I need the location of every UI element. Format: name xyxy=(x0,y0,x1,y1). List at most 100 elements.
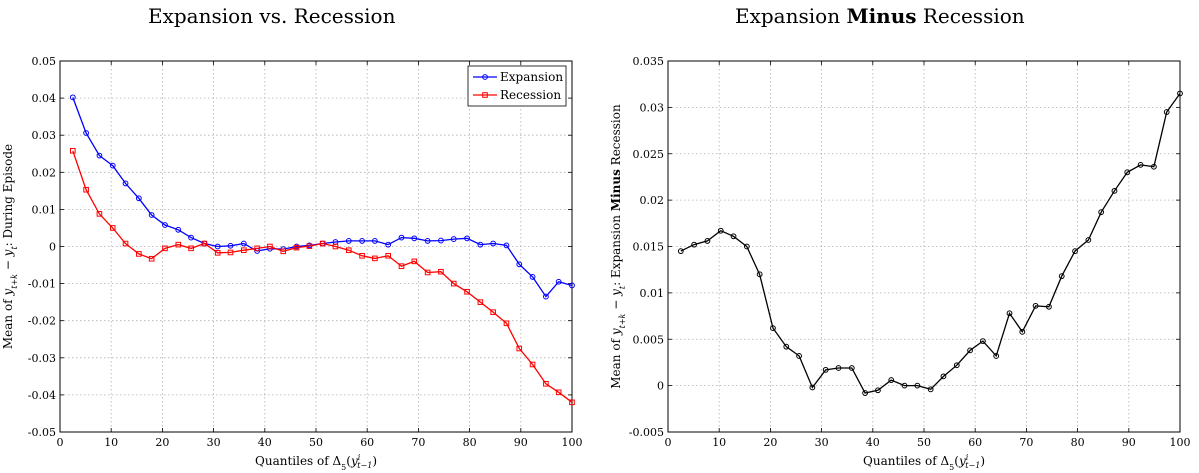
data-point xyxy=(1006,310,1013,317)
data-point xyxy=(385,252,391,259)
data-point xyxy=(1137,161,1144,168)
legend-label-expansion: Expansion xyxy=(500,70,563,84)
data-point xyxy=(542,293,549,300)
data-point xyxy=(214,250,221,256)
data-point xyxy=(411,258,418,265)
data-point xyxy=(345,247,352,254)
y-tick-label: 0 xyxy=(657,380,664,393)
data-point xyxy=(1098,209,1105,216)
x-tick-label: 50 xyxy=(309,436,323,449)
data-point xyxy=(450,236,457,242)
data-point xyxy=(477,241,484,248)
right-chart-title: Expansion Minus Recession xyxy=(735,4,1025,28)
data-point xyxy=(135,195,142,202)
data-point xyxy=(691,241,698,248)
data-point xyxy=(201,240,208,247)
right-title-prefix: Expansion xyxy=(735,4,841,28)
data-point xyxy=(516,345,523,352)
data-point xyxy=(411,235,418,242)
legend-marker xyxy=(482,74,488,80)
y-tick-label: 0.04 xyxy=(32,92,57,105)
y-tick-label: 0.01 xyxy=(640,287,665,300)
data-point xyxy=(543,380,549,387)
data-point xyxy=(69,94,76,101)
data-point xyxy=(227,249,234,256)
data-point xyxy=(569,399,575,406)
data-point xyxy=(332,243,339,250)
data-point xyxy=(503,242,510,249)
data-point xyxy=(136,251,142,257)
data-point xyxy=(398,263,405,269)
data-point xyxy=(835,365,842,371)
legend-box xyxy=(467,65,567,107)
data-point xyxy=(1046,303,1052,310)
x-tick-label: 0 xyxy=(665,436,672,449)
data-point xyxy=(555,389,562,396)
data-point xyxy=(516,261,523,268)
data-point xyxy=(306,243,313,249)
y-axis-label: Mean of yt+k − yt: Expansion Minus Reces… xyxy=(609,104,627,389)
data-point xyxy=(267,243,273,250)
x-tick-label: 90 xyxy=(1122,436,1136,449)
y-tick-label: -0.005 xyxy=(629,426,664,439)
data-point xyxy=(490,309,496,315)
data-point xyxy=(1032,302,1039,309)
x-tick-label: 90 xyxy=(514,436,528,449)
data-point xyxy=(70,147,76,154)
data-point xyxy=(1163,109,1170,115)
data-point xyxy=(1150,163,1157,170)
data-point xyxy=(424,269,431,276)
series-line-recession xyxy=(72,150,573,403)
left-chart-title: Expansion vs. Recession xyxy=(148,4,396,28)
data-point xyxy=(96,152,103,159)
data-point xyxy=(730,233,737,240)
data-point xyxy=(122,180,129,187)
data-point xyxy=(293,244,300,251)
data-point xyxy=(862,390,869,396)
x-tick-label: 10 xyxy=(712,436,726,449)
data-point xyxy=(979,338,986,345)
data-point xyxy=(875,387,881,394)
data-point xyxy=(424,238,431,244)
data-point xyxy=(109,225,116,231)
data-point xyxy=(438,268,444,275)
x-tick-label: 20 xyxy=(155,436,169,449)
series-line-expansion xyxy=(72,97,573,298)
y-tick-label: 0.005 xyxy=(633,333,665,346)
data-point xyxy=(241,247,247,254)
data-point xyxy=(953,362,960,369)
data-point xyxy=(704,238,711,244)
data-point xyxy=(901,382,908,389)
y-tick-label: 0 xyxy=(49,241,56,254)
x-axis-label: Quantiles of Δ5(yi t−1) xyxy=(255,453,377,472)
data-point xyxy=(122,240,129,247)
data-point xyxy=(1124,169,1131,176)
y-tick-label: 0.05 xyxy=(32,55,57,68)
y-tick-label: 0.01 xyxy=(32,203,57,216)
data-point xyxy=(345,238,352,244)
data-point xyxy=(109,162,116,169)
data-point xyxy=(490,240,497,247)
x-tick-label: 20 xyxy=(763,436,777,449)
right-chart: 0 10 20 30 40 50 60 70 80 90 100-0.00500.0050.010.… xyxy=(629,55,1191,449)
x-tick-label: 0 xyxy=(57,436,64,449)
x-tick-label: 50 xyxy=(917,436,931,449)
y-tick-label: 0.02 xyxy=(640,194,665,207)
y-tick-label: 0.02 xyxy=(32,166,57,179)
data-point xyxy=(756,271,763,278)
x-axis-label: Quantiles of Δ5(yi t−1) xyxy=(863,453,985,472)
data-point xyxy=(371,238,378,244)
data-point xyxy=(888,377,895,383)
data-point xyxy=(254,245,260,252)
data-point xyxy=(848,365,855,371)
data-point xyxy=(438,237,444,244)
data-point xyxy=(175,241,182,248)
data-point xyxy=(280,248,287,255)
x-tick-label: 30 xyxy=(207,436,221,449)
right-title-suffix: Recession xyxy=(922,4,1025,28)
y-tick-label: -0.02 xyxy=(28,315,56,328)
data-point xyxy=(555,278,562,285)
data-point xyxy=(529,361,536,368)
data-point xyxy=(359,252,365,259)
